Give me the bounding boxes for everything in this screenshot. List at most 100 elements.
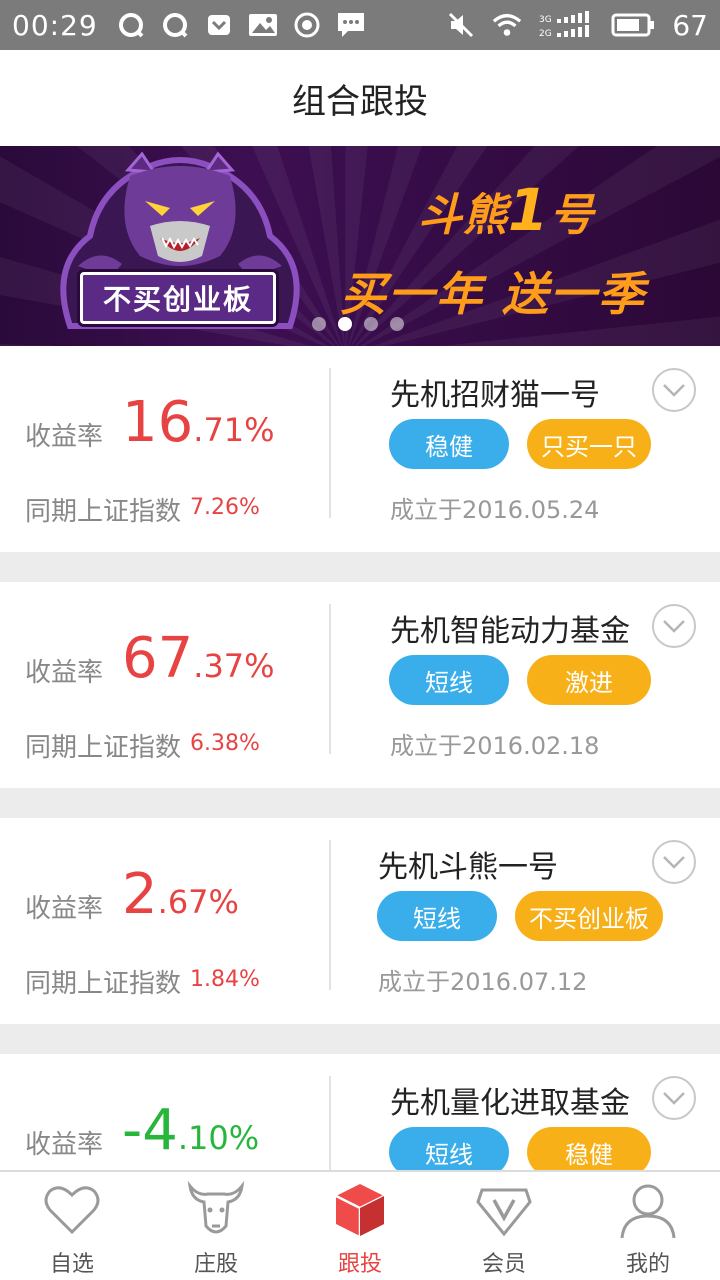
svg-text:2G: 2G	[539, 29, 552, 39]
bottom-tab-bar: 自选 庄股 跟投 会员	[0, 1170, 720, 1280]
signal-icon: 3G 2G	[538, 10, 594, 40]
bench-value: 1.84%	[190, 967, 260, 992]
founded-date: 成立于2016.05.24	[390, 496, 600, 524]
rate-label: 收益率	[25, 894, 104, 924]
banner-headline-prefix: 斗熊	[418, 190, 508, 241]
rate-value: -4.10%	[122, 1098, 259, 1163]
fund-tag: 稳健	[389, 419, 509, 469]
tab-label: 会员	[481, 1252, 526, 1277]
card-divider	[329, 604, 331, 754]
fund-card-stats: 收益率 -4.10%	[0, 1054, 330, 1260]
pocket-icon	[204, 10, 234, 40]
tab-label: 庄股	[193, 1252, 238, 1277]
bench-label: 同期上证指数	[25, 497, 182, 527]
fund-tag: 激进	[527, 655, 651, 705]
fund-card-stats: 收益率 2.67% 同期上证指数 1.84%	[0, 818, 330, 1024]
fund-card[interactable]: 收益率 16.71% 同期上证指数 7.26% 先机招财猫一号 稳健 只买一只 …	[0, 346, 720, 552]
rate-label: 收益率	[25, 422, 104, 452]
status-time: 00:29	[12, 8, 98, 42]
fund-card-stats: 收益率 67.37% 同期上证指数 6.38%	[0, 582, 330, 788]
bench-label: 同期上证指数	[25, 733, 182, 763]
cube-icon	[335, 1184, 385, 1236]
card-divider	[329, 368, 331, 518]
rate-value: 67.37%	[122, 626, 275, 691]
mute-icon	[446, 10, 476, 40]
fund-tag: 只买一只	[527, 419, 651, 469]
rate-label: 收益率	[25, 1130, 104, 1160]
rate-dec: .37%	[193, 647, 275, 685]
rate-dec: .71%	[193, 411, 275, 449]
rate-value: 2.67%	[122, 862, 239, 927]
card-divider	[329, 840, 331, 990]
carousel-dot[interactable]	[364, 317, 378, 331]
rate-label: 收益率	[25, 658, 104, 688]
tab-member[interactable]: 会员	[432, 1172, 576, 1280]
rate-dec: .10%	[177, 1119, 260, 1157]
fund-name: 先机量化进取基金	[390, 1086, 630, 1121]
bench-value: 6.38%	[190, 731, 260, 756]
battery-level: 67	[672, 8, 708, 42]
fund-tag: 不买创业板	[515, 891, 663, 941]
fund-tag: 短线	[389, 1127, 509, 1177]
fund-card[interactable]: 收益率 2.67% 同期上证指数 1.84% 先机斗熊一号 短线 不买创业板 成…	[0, 818, 720, 1024]
fund-tag: 短线	[389, 655, 509, 705]
target-icon	[292, 10, 322, 40]
banner-headline: 斗熊1号	[418, 176, 594, 244]
notification-icons	[116, 10, 366, 40]
battery-icon	[610, 10, 656, 40]
tab-profile[interactable]: 我的	[576, 1172, 720, 1280]
carousel-dot[interactable]	[312, 317, 326, 331]
carousel-dot-active[interactable]	[338, 317, 352, 331]
fund-tag: 稳健	[527, 1127, 651, 1177]
rate-int: 16	[122, 390, 194, 455]
bull-icon	[187, 1180, 245, 1234]
fund-name: 先机招财猫一号	[390, 378, 600, 413]
message-icon	[336, 10, 366, 40]
banner-badge: 不买创业板	[80, 272, 276, 324]
carousel-dots	[312, 317, 404, 331]
diamond-icon	[476, 1188, 532, 1237]
qq-icon	[116, 10, 146, 40]
heart-icon	[44, 1186, 100, 1235]
fund-tag: 短线	[377, 891, 497, 941]
tab-market[interactable]: 庄股	[144, 1172, 288, 1280]
fund-name: 先机智能动力基金	[390, 614, 630, 649]
expand-chevron-icon[interactable]	[652, 840, 696, 884]
founded-date: 成立于2016.07.12	[378, 968, 588, 996]
svg-text:3G: 3G	[539, 15, 552, 25]
founded-date: 成立于2016.02.18	[390, 732, 600, 760]
banner-headline-number: 1	[508, 176, 550, 244]
expand-chevron-icon[interactable]	[652, 368, 696, 412]
page-title: 组合跟投	[292, 81, 428, 122]
image-icon	[248, 10, 278, 40]
rate-dec: .67%	[157, 883, 239, 921]
tab-watchlist[interactable]: 自选	[0, 1172, 144, 1280]
rate-int: -4	[122, 1098, 178, 1163]
card-divider	[329, 1076, 331, 1226]
promo-banner[interactable]: 不买创业板 斗熊1号 买一年 送一季	[0, 146, 720, 346]
rate-int: 67	[122, 626, 194, 691]
banner-subline: 买一年 送一季	[340, 267, 647, 321]
tab-label: 跟投	[337, 1252, 382, 1277]
bench-value: 7.26%	[190, 495, 260, 520]
bench-label: 同期上证指数	[25, 969, 182, 999]
status-right: 3G 2G 67	[446, 9, 708, 42]
tab-label: 我的	[625, 1252, 670, 1277]
status-bar: 00:29	[0, 0, 720, 50]
carousel-dot[interactable]	[390, 317, 404, 331]
wifi-icon	[492, 10, 522, 40]
rate-value: 16.71%	[122, 390, 275, 455]
tab-follow[interactable]: 跟投	[288, 1172, 432, 1280]
expand-chevron-icon[interactable]	[652, 1076, 696, 1120]
banner-headline-suffix: 号	[549, 190, 595, 241]
fund-card-stats: 收益率 16.71% 同期上证指数 7.26%	[0, 346, 330, 552]
fund-card[interactable]: 收益率 67.37% 同期上证指数 6.38% 先机智能动力基金 短线 激进 成…	[0, 582, 720, 788]
fund-name: 先机斗熊一号	[378, 850, 558, 885]
qq-icon-2	[160, 10, 190, 40]
tab-label: 自选	[49, 1252, 94, 1277]
user-icon	[620, 1184, 676, 1239]
rate-int: 2	[122, 862, 158, 927]
title-bar: 组合跟投	[0, 50, 720, 146]
expand-chevron-icon[interactable]	[652, 604, 696, 648]
